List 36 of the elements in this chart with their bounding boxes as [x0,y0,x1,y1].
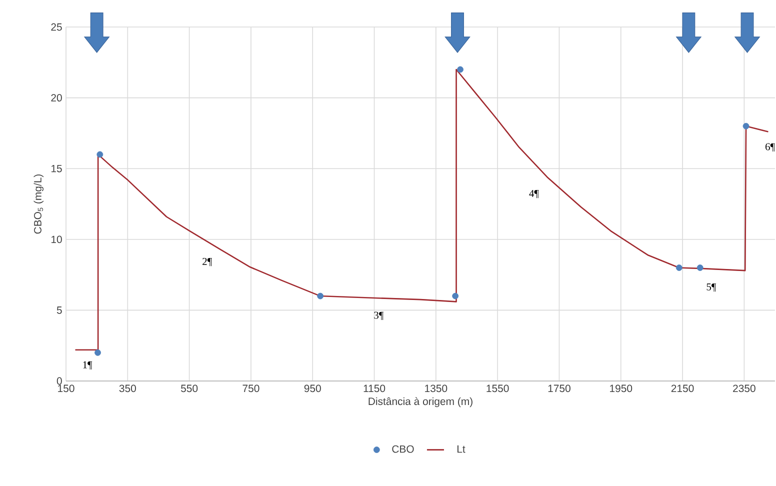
x-tick-label: 350 [119,384,136,392]
y-tick-label: 20 [51,94,62,102]
point [457,66,464,73]
x-tick-label: 1750 [548,384,570,392]
y-tick-label: 15 [51,164,62,172]
legend-label: Lt [457,445,466,453]
point [96,151,104,158]
y-axis-title: CBO$_{5}$ (mg/L) [34,174,44,234]
point [676,264,682,271]
x-tick-label: 1150 [364,384,386,392]
x-tick-label: 2150 [671,384,694,392]
annotation: 4¶ [529,190,539,198]
x-tick-label: 150 [58,384,74,392]
annotation: 1¶ [83,361,92,370]
x-tick-label: 950 [304,384,321,392]
x-tick-label: 1350 [425,384,448,392]
y-tick-label: 10 [51,236,62,244]
y-tick-label: 0 [56,377,62,385]
point [452,292,459,300]
x-tick-label: 550 [181,384,198,392]
annotation: 6¶ [766,143,775,152]
y-tick-label: 25 [51,23,62,31]
x-tick-label: 750 [242,384,260,392]
annotation: 5¶ [706,283,716,292]
x-tick-label: 2350 [733,384,756,392]
x-tick-label: 1550 [486,384,509,392]
y-tick-label: 5 [56,306,62,314]
legend-label: CBO [392,445,414,453]
point [696,264,704,271]
point [94,349,101,356]
annotation: 3¶ [374,312,384,320]
x-tick-label: 1950 [610,384,632,392]
point [317,292,324,300]
x-axis-title: Distância à origem (m) [368,397,472,408]
annotation: 2¶ [202,258,212,266]
point [742,122,750,130]
